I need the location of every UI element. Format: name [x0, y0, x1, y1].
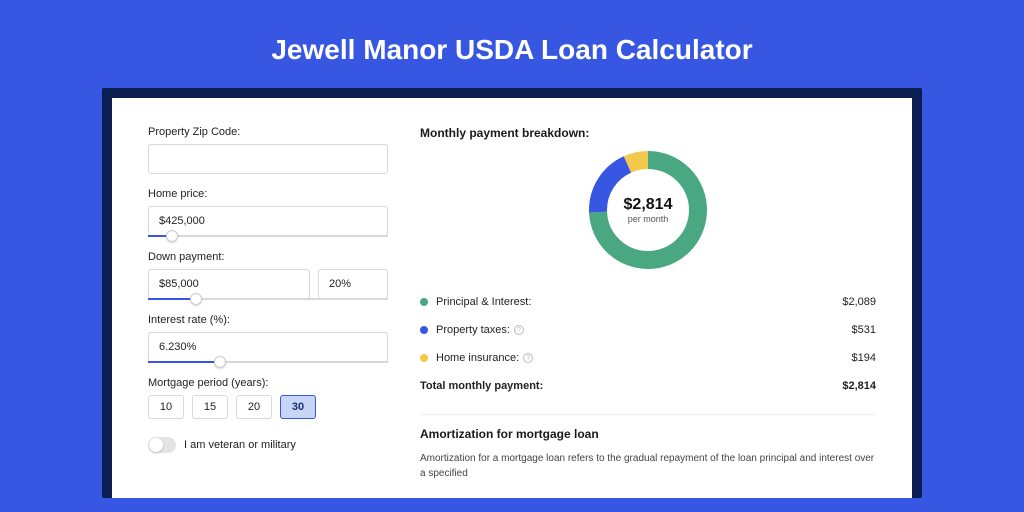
interest-rate-label: Interest rate (%):: [148, 314, 388, 326]
legend: Principal & Interest:$2,089Property taxe…: [420, 288, 876, 372]
calculator-card: Property Zip Code: Home price: Down paym…: [112, 98, 912, 498]
mortgage-period-option-10[interactable]: 10: [148, 395, 184, 419]
down-payment-slider-knob[interactable]: [190, 293, 202, 305]
page-title: Jewell Manor USDA Loan Calculator: [0, 0, 1024, 88]
interest-rate-slider-fill: [148, 361, 220, 363]
mortgage-period-option-30[interactable]: 30: [280, 395, 316, 419]
legend-label-principal_interest: Principal & Interest:: [436, 296, 842, 308]
home-price-slider[interactable]: [148, 235, 388, 237]
field-zip: Property Zip Code:: [148, 126, 388, 174]
legend-row-property_taxes: Property taxes:?$531: [420, 316, 876, 344]
field-home-price: Home price:: [148, 188, 388, 237]
legend-dot-principal_interest: [420, 298, 428, 306]
veteran-toggle-knob: [149, 438, 163, 452]
legend-dot-property_taxes: [420, 326, 428, 334]
donut-chart-wrap: $2,814 per month: [420, 150, 876, 270]
legend-row-principal_interest: Principal & Interest:$2,089: [420, 288, 876, 316]
interest-rate-slider[interactable]: [148, 361, 388, 363]
info-icon[interactable]: ?: [514, 325, 524, 335]
total-value: $2,814: [842, 380, 876, 392]
info-icon[interactable]: ?: [523, 353, 533, 363]
zip-input[interactable]: [148, 144, 388, 174]
legend-label-property_taxes: Property taxes:?: [436, 324, 852, 336]
field-down-payment: Down payment:: [148, 251, 388, 300]
mortgage-period-options: 10 15 20 30: [148, 395, 388, 419]
down-payment-slider-fill: [148, 298, 196, 300]
donut-sublabel: per month: [628, 214, 669, 224]
legend-row-home_insurance: Home insurance:?$194: [420, 344, 876, 372]
veteran-toggle[interactable]: [148, 437, 176, 453]
interest-rate-input[interactable]: [148, 332, 388, 362]
home-price-slider-knob[interactable]: [166, 230, 178, 242]
zip-label: Property Zip Code:: [148, 126, 388, 138]
donut-chart: $2,814 per month: [588, 150, 708, 270]
donut-amount: $2,814: [624, 196, 673, 214]
legend-dot-home_insurance: [420, 354, 428, 362]
legend-label-home_insurance: Home insurance:?: [436, 352, 852, 364]
legend-row-total: Total monthly payment: $2,814: [420, 372, 876, 400]
amortization-title: Amortization for mortgage loan: [420, 427, 876, 441]
mortgage-period-label: Mortgage period (years):: [148, 377, 388, 389]
field-interest-rate: Interest rate (%):: [148, 314, 388, 363]
legend-value-home_insurance: $194: [852, 352, 876, 364]
field-mortgage-period: Mortgage period (years): 10 15 20 30: [148, 377, 388, 419]
breakdown-title: Monthly payment breakdown:: [420, 126, 876, 140]
home-price-input[interactable]: [148, 206, 388, 236]
interest-rate-slider-knob[interactable]: [214, 356, 226, 368]
divider: [420, 414, 876, 415]
veteran-toggle-row: I am veteran or military: [148, 437, 388, 453]
mortgage-period-option-20[interactable]: 20: [236, 395, 272, 419]
total-label: Total monthly payment:: [420, 380, 842, 392]
down-payment-slider[interactable]: [148, 298, 388, 300]
mortgage-period-option-15[interactable]: 15: [192, 395, 228, 419]
veteran-label: I am veteran or military: [184, 439, 296, 451]
donut-center: $2,814 per month: [588, 150, 708, 270]
down-payment-percent-input[interactable]: [318, 269, 388, 299]
down-payment-amount-input[interactable]: [148, 269, 310, 299]
down-payment-label: Down payment:: [148, 251, 388, 263]
breakdown-column: Monthly payment breakdown: $2,814 per mo…: [420, 126, 876, 498]
legend-value-principal_interest: $2,089: [842, 296, 876, 308]
amortization-body: Amortization for a mortgage loan refers …: [420, 451, 876, 481]
home-price-label: Home price:: [148, 188, 388, 200]
card-outer: Property Zip Code: Home price: Down paym…: [102, 88, 922, 498]
form-column: Property Zip Code: Home price: Down paym…: [148, 126, 388, 498]
legend-value-property_taxes: $531: [852, 324, 876, 336]
